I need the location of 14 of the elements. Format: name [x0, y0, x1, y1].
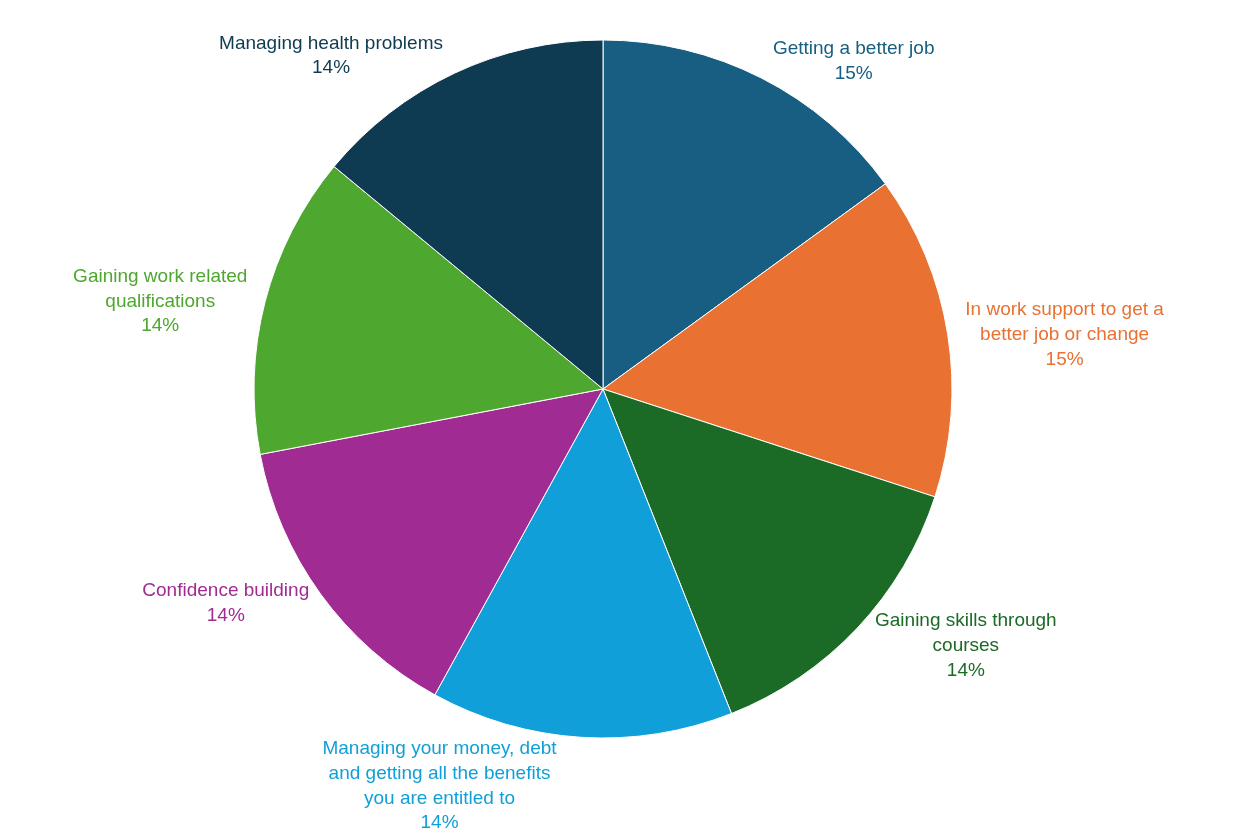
slice-label: Gaining work related qualifications — [73, 264, 248, 311]
slice-label: Gaining skills through courses — [875, 609, 1057, 655]
slice-label: In work support to get a better job or change — [965, 298, 1165, 345]
slice-label: Getting a better job — [772, 37, 935, 59]
slice-label: Managing your money, debt and getting all the benefits you are entitled to — [322, 737, 558, 808]
data-label: 14% — [420, 811, 459, 833]
data-label: 15% — [834, 61, 873, 83]
data-label: 14% — [141, 314, 180, 336]
data-label: 14% — [312, 56, 351, 78]
slice-label: Managing health problems — [219, 31, 443, 53]
data-label: 15% — [1045, 347, 1084, 369]
data-label: 14% — [946, 658, 985, 680]
slice-label: Confidence building — [142, 579, 310, 601]
data-label: 14% — [206, 603, 245, 625]
